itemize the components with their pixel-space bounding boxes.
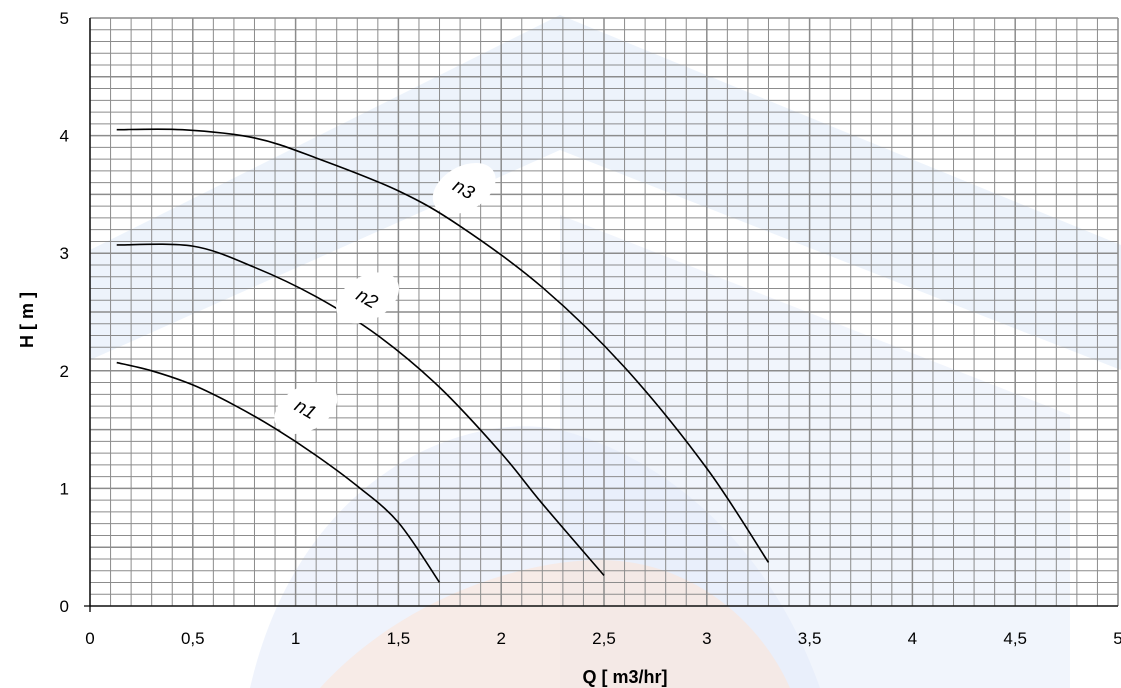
x-tick-label: 2 <box>496 629 505 648</box>
label-bg-n2 <box>336 272 399 324</box>
curve-n3 <box>116 128 770 563</box>
x-tick-label: 4 <box>908 629 917 648</box>
grid <box>89 17 1119 607</box>
label-bg-n1 <box>274 382 338 434</box>
background-watermark <box>90 15 1121 688</box>
label-bg-n3 <box>432 162 496 215</box>
curves <box>116 128 770 583</box>
curve-n2 <box>116 243 605 576</box>
x-tick-label: 4,5 <box>1003 629 1027 648</box>
y-tick-label: 0 <box>60 597 69 616</box>
y-tick-label: 4 <box>60 127 69 146</box>
axes <box>84 18 1118 612</box>
x-tick-label: 3,5 <box>798 629 822 648</box>
watermark-warm <box>320 560 790 688</box>
tick-labels: 0 0,5 1 1,5 2 2,5 3 3,5 4 4,5 5 0 1 2 3 4 5 <box>60 9 1121 648</box>
x-tick-label: 1,5 <box>387 629 411 648</box>
y-tick-label: 2 <box>60 362 69 381</box>
x-tick-label: 3 <box>702 629 711 648</box>
y-tick-label: 5 <box>60 9 69 28</box>
y-tick-label: 3 <box>60 244 69 263</box>
y-axis-title: H [ m ] <box>17 292 37 348</box>
curve-n1 <box>116 361 441 583</box>
x-tick-label: 0,5 <box>181 629 205 648</box>
x-tick-label: 1 <box>291 629 300 648</box>
x-tick-label: 5 <box>1113 629 1121 648</box>
x-tick-label: 0 <box>85 629 94 648</box>
x-axis-title: Q [ m3/hr] <box>582 667 667 687</box>
y-tick-label: 1 <box>60 479 69 498</box>
x-tick-label: 2,5 <box>592 629 616 648</box>
